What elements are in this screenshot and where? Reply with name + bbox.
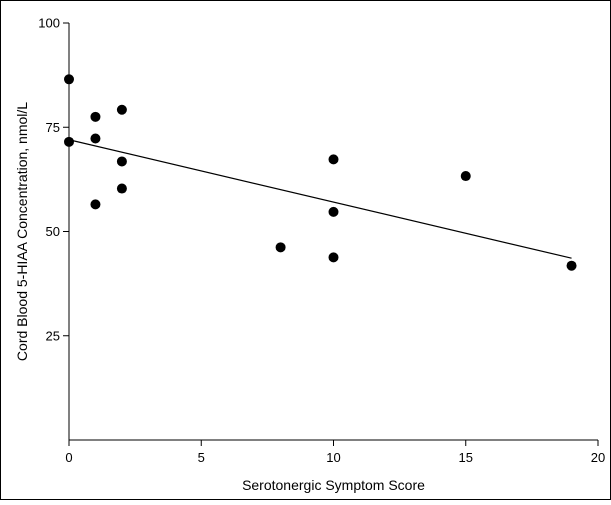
data-point bbox=[90, 133, 101, 144]
y-axis-title: Cord Blood 5-HIAA Concentration, nmol/L bbox=[14, 102, 30, 361]
x-tick-label: 10 bbox=[326, 450, 340, 465]
data-point bbox=[90, 199, 101, 210]
data-point bbox=[64, 74, 74, 85]
x-tick-label: 20 bbox=[591, 450, 605, 465]
trendline-layer bbox=[68, 139, 572, 259]
y-tick-label: 75 bbox=[46, 120, 60, 135]
x-tick-label: 5 bbox=[198, 450, 205, 465]
data-point bbox=[90, 111, 101, 122]
data-point bbox=[275, 242, 286, 253]
x-tick-label: 0 bbox=[65, 450, 72, 465]
data-point bbox=[460, 171, 471, 182]
data-points bbox=[64, 74, 577, 271]
data-point bbox=[328, 252, 339, 263]
axes: 0 5 10 15 20 25 50 75 100 bbox=[38, 16, 605, 466]
y-tick-label: 100 bbox=[38, 16, 60, 31]
y-tick-label: 50 bbox=[46, 224, 60, 239]
data-point bbox=[328, 206, 339, 217]
data-point bbox=[116, 183, 127, 194]
data-point bbox=[64, 136, 74, 147]
data-point bbox=[116, 156, 127, 167]
data-point bbox=[328, 154, 339, 165]
trendline bbox=[68, 139, 572, 259]
x-tick-label: 15 bbox=[459, 450, 473, 465]
y-tick-label: 25 bbox=[46, 328, 60, 343]
data-point bbox=[566, 260, 577, 271]
data-point bbox=[116, 104, 127, 115]
x-axis-title: Serotonergic Symptom Score bbox=[242, 477, 425, 493]
